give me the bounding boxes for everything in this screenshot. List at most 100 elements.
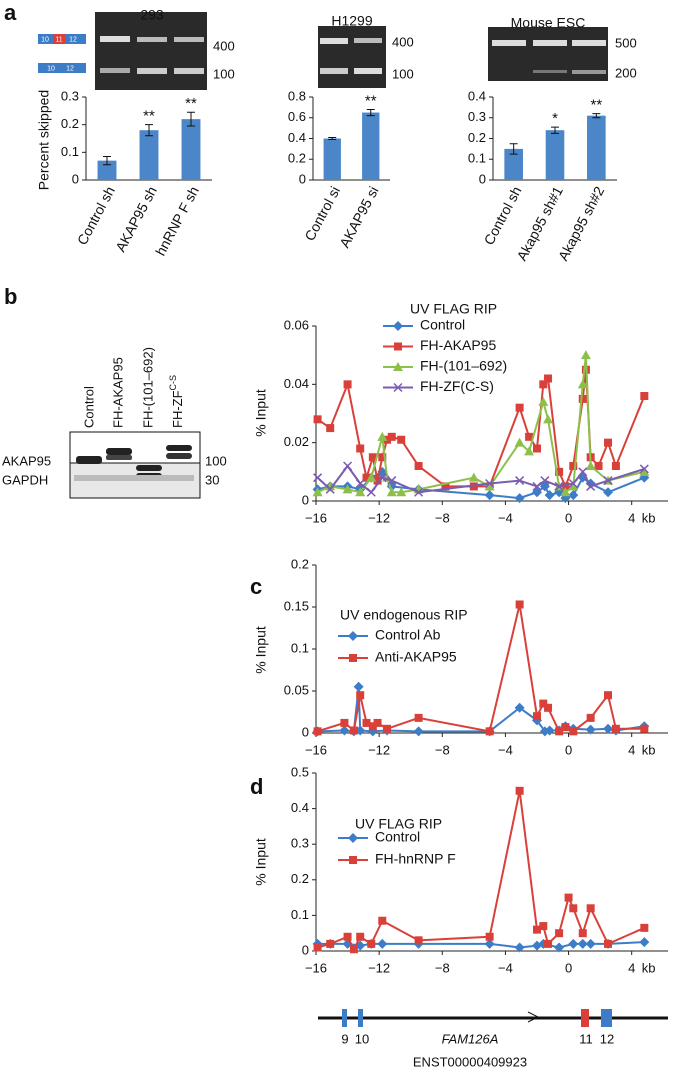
y-tick-label: 0 — [72, 171, 79, 186]
bar — [545, 130, 565, 180]
y-tick-label: 0.1 — [61, 144, 79, 159]
x-tick-label: hnRNP F sh — [152, 184, 202, 259]
x-tick-label: −4 — [498, 510, 513, 525]
data-point — [560, 487, 571, 497]
legend-label: FH-hnRNP F — [375, 851, 456, 867]
lane-label: FH-(101–692) — [140, 347, 155, 428]
data-point — [340, 718, 349, 727]
x-tick-label: −8 — [435, 510, 450, 525]
legend-marker — [393, 382, 403, 393]
y-tick-label: 0.04 — [284, 376, 309, 391]
y-tick-label: 0 — [302, 942, 309, 957]
x-tick-label: −12 — [368, 960, 390, 975]
data-point — [532, 481, 542, 491]
data-point — [312, 487, 323, 497]
data-point — [366, 487, 376, 497]
data-point — [568, 478, 578, 489]
y-tick-label: 0.8 — [288, 88, 306, 103]
data-point — [586, 481, 596, 491]
data-point — [485, 727, 494, 736]
data-point — [568, 938, 579, 949]
data-point — [640, 392, 649, 400]
significance: ** — [185, 95, 197, 112]
data-point — [386, 487, 397, 497]
x-tick-label: 0 — [565, 960, 572, 975]
data-point — [353, 681, 364, 692]
blot-row-label: AKAP95 — [2, 453, 51, 468]
y-tick-label: 0.3 — [468, 109, 486, 124]
data-point — [397, 435, 406, 444]
data-point — [639, 937, 650, 948]
y-axis-label: % Input — [253, 838, 269, 886]
y-tick-label: 0.1 — [468, 151, 486, 166]
data-point — [441, 482, 450, 491]
legend-label: Control Ab — [375, 627, 441, 643]
data-point — [639, 464, 649, 474]
data-point — [362, 473, 371, 482]
data-point — [577, 379, 588, 389]
data-point — [377, 431, 388, 441]
data-point — [313, 415, 322, 424]
data-point — [524, 446, 535, 456]
data-point — [362, 718, 371, 727]
series-line — [317, 355, 645, 494]
data-point — [313, 473, 323, 483]
legend-label: Anti-AKAP95 — [375, 649, 457, 665]
data-point — [577, 938, 588, 949]
data-point — [544, 939, 553, 948]
legend-marker — [349, 856, 357, 864]
lane-label: FH-ZFC-S — [168, 375, 185, 428]
legend-label: Control — [420, 317, 465, 333]
y-tick-label: 0 — [302, 492, 309, 507]
y-tick-label: 0.4 — [291, 800, 309, 815]
data-point — [325, 484, 335, 494]
data-point — [539, 380, 548, 389]
y-tick-label: 0 — [479, 171, 486, 186]
data-point — [532, 712, 541, 721]
data-point — [539, 699, 548, 708]
data-point — [414, 487, 424, 497]
data-point — [604, 691, 613, 700]
x-tick-label: 4 — [628, 510, 635, 525]
x-tick-label: 4 — [628, 960, 635, 975]
x-tick-label: −8 — [435, 960, 450, 975]
data-point — [586, 904, 595, 913]
exon-label: 11 — [55, 36, 62, 43]
x-tick-label: AKAP95 si — [336, 184, 382, 251]
data-point — [378, 453, 387, 462]
lane-label: FH-AKAP95 — [110, 357, 125, 428]
y-tick-label: 0 — [299, 171, 306, 186]
panel-label: a — [4, 0, 17, 25]
data-point — [468, 472, 479, 482]
bar — [181, 119, 201, 180]
data-point — [640, 923, 649, 932]
data-point — [339, 725, 350, 736]
error-bar — [187, 111, 195, 127]
panel-label: b — [4, 284, 17, 309]
data-point — [554, 942, 565, 953]
data-point — [578, 929, 587, 938]
exon-label: 10 — [41, 36, 49, 43]
data-point — [515, 600, 524, 609]
gene-name: FAM126A — [442, 1031, 499, 1046]
bar — [587, 115, 606, 180]
data-point — [514, 942, 525, 953]
data-point — [368, 453, 377, 462]
bar — [139, 130, 159, 180]
panel-label: c — [250, 574, 262, 599]
x-tick-label: AKAP95 sh — [112, 184, 160, 255]
y-tick-label: 0.15 — [284, 598, 309, 613]
data-point — [603, 476, 613, 486]
data-point — [544, 725, 555, 736]
data-point — [555, 929, 564, 938]
blot-marker: 30 — [205, 472, 219, 487]
x-axis-label: kb — [642, 510, 656, 525]
error-bar — [592, 113, 601, 119]
x-tick-label: −12 — [368, 510, 390, 525]
data-point — [373, 718, 382, 727]
data-point — [604, 939, 613, 948]
data-point — [326, 424, 335, 433]
legend-marker — [393, 362, 403, 371]
data-point — [485, 478, 495, 489]
data-point — [603, 723, 614, 734]
